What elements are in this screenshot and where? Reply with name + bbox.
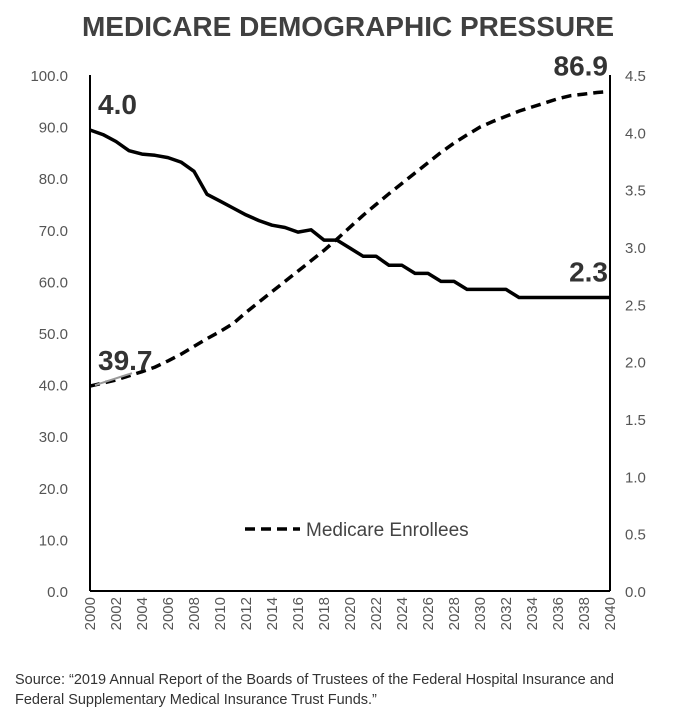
series-line-medicare-enrollees (89, 89, 611, 388)
right-tick-label: 0.5 (625, 527, 646, 544)
data-label-start-ratio: 4.0 (98, 89, 137, 120)
left-tick-label: 80.0 (39, 171, 68, 188)
series-line-support-ratio (89, 128, 610, 300)
x-tick-label: 2036 (550, 597, 567, 630)
data-label-leader-line (94, 372, 133, 387)
left-tick-label: 30.0 (39, 429, 68, 446)
legend-label: Medicare Enrollees (306, 520, 469, 541)
right-tick-label: 4.0 (625, 125, 646, 142)
right-tick-label: 3.5 (625, 183, 646, 200)
x-tick-label: 2012 (238, 597, 255, 630)
x-tick-label: 2040 (602, 597, 619, 630)
left-tick-label: 90.0 (39, 120, 68, 137)
plot-area: 0.0 10.0 20.0 30.0 40.0 50.0 60.0 70.0 80.0 90.0 1… (30, 51, 645, 631)
right-tick-label: 0.0 (625, 584, 646, 601)
x-tick-label: 2014 (264, 597, 281, 630)
left-tick-label: 70.0 (39, 223, 68, 240)
left-tick-label: 60.0 (39, 274, 68, 291)
left-tick-label: 10.0 (39, 532, 68, 549)
right-tick-label: 1.0 (625, 469, 646, 486)
left-tick-label: 20.0 (39, 481, 68, 498)
x-tick-label: 2026 (420, 597, 437, 630)
x-tick-label: 2028 (446, 597, 463, 630)
x-tick-label: 2010 (212, 597, 229, 630)
left-tick-label: 100.0 (30, 68, 68, 85)
right-tick-label: 3.0 (625, 240, 646, 257)
x-tick-label: 2020 (342, 597, 359, 630)
source-line-2: Federal Supplementary Medical Insurance … (15, 692, 377, 708)
right-tick-label: 2.5 (625, 297, 646, 314)
x-tick-label: 2004 (134, 597, 151, 630)
x-tick-label: 2022 (368, 597, 385, 630)
x-tick-label: 2032 (498, 597, 515, 630)
source-line-1: Source: “2019 Annual Report of the Board… (15, 672, 614, 688)
data-label-start-enrollees: 39.7 (98, 345, 153, 376)
right-tick-label: 1.5 (625, 412, 646, 429)
x-tick-label: 2038 (576, 597, 593, 630)
x-tick-label: 2018 (316, 597, 333, 630)
x-tick-label: 2024 (394, 597, 411, 630)
x-tick-label: 2006 (160, 597, 177, 630)
source-note: Source: “2019 Annual Report of the Board… (15, 670, 683, 710)
x-tick-label: 2016 (290, 597, 307, 630)
x-tick-label: 2002 (108, 597, 125, 630)
chart: MEDICARE DEMOGRAPHIC PRESSURE 0.0 10.0 20.… (30, 11, 645, 631)
right-tick-label: 2.0 (625, 355, 646, 372)
right-tick-label: 4.5 (625, 68, 646, 85)
left-tick-label: 0.0 (47, 584, 68, 601)
x-tick-label: 2008 (186, 597, 203, 630)
data-label-end-ratio: 2.3 (569, 256, 608, 287)
chart-title: MEDICARE DEMOGRAPHIC PRESSURE (82, 11, 614, 42)
x-tick-label: 2000 (82, 597, 99, 630)
data-label-end-enrollees: 86.9 (554, 51, 609, 82)
left-tick-label: 40.0 (39, 378, 68, 395)
left-tick-label: 50.0 (39, 326, 68, 343)
x-tick-label: 2030 (472, 597, 489, 630)
x-tick-label: 2034 (524, 597, 541, 630)
